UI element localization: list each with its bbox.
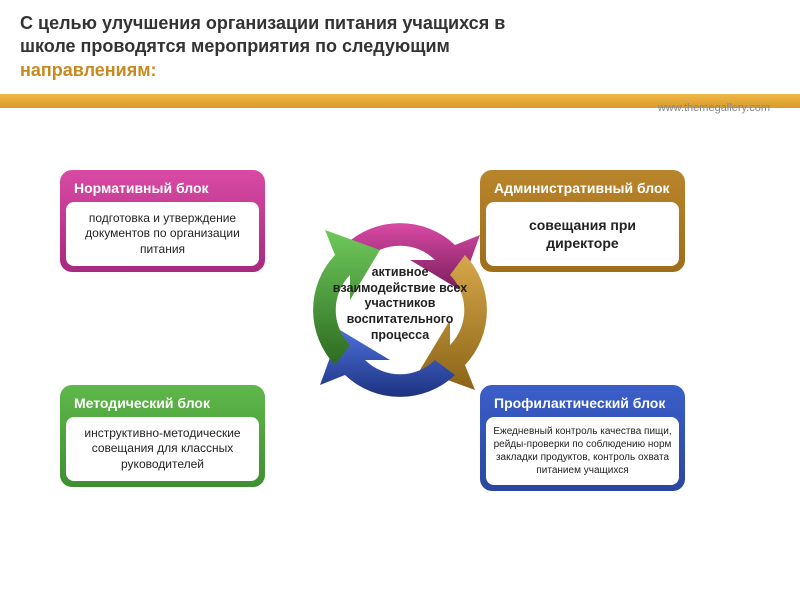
title-line-3: направлениям: <box>20 60 157 80</box>
block-prophylactic-header: Профилактический блок <box>486 391 679 417</box>
page-header: С целью улучшения организации питания уч… <box>0 0 800 90</box>
block-administrative-header: Административный блок <box>486 176 679 202</box>
page-title: С целью улучшения организации питания уч… <box>20 12 780 82</box>
block-administrative-body: совещания при директоре <box>486 202 679 266</box>
title-line-2: школе проводятся мероприятия по следующи… <box>20 36 450 56</box>
block-administrative: Административный блок совещания при дире… <box>480 170 685 272</box>
footer-url: www.themegallery.com <box>658 102 770 114</box>
block-methodical: Методический блок инструктивно-методичес… <box>60 385 265 487</box>
cycle-center-label: активное взаимодействие всех участников … <box>330 265 470 343</box>
block-normative: Нормативный блок подготовка и утверждени… <box>60 170 265 272</box>
block-normative-body: подготовка и утверждение документов по о… <box>66 202 259 266</box>
block-prophylactic-body: Ежедневный контроль качества пищи, рейды… <box>486 417 679 485</box>
block-methodical-body: инструктивно-методические совещания для … <box>66 417 259 481</box>
title-line-1: С целью улучшения организации питания уч… <box>20 13 505 33</box>
block-methodical-header: Методический блок <box>66 391 259 417</box>
cycle-diagram: активное взаимодействие всех участников … <box>0 150 800 580</box>
block-normative-header: Нормативный блок <box>66 176 259 202</box>
block-prophylactic: Профилактический блок Ежедневный контрол… <box>480 385 685 491</box>
